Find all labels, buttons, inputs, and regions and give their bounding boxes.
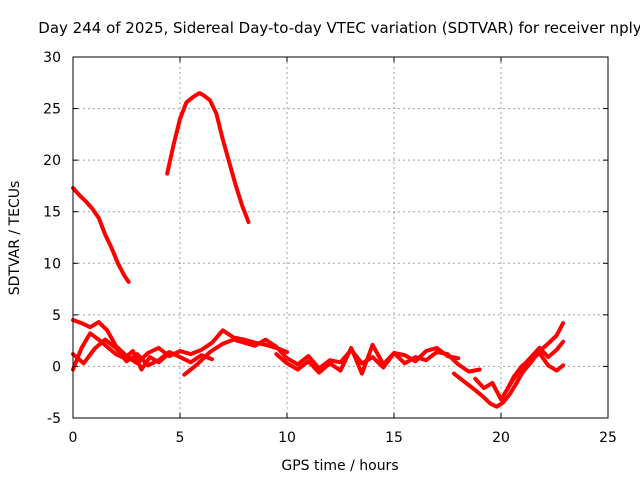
y-tick-label: 30 xyxy=(43,50,61,66)
series-layer xyxy=(71,91,566,409)
series-line-arc-J xyxy=(505,339,566,392)
series-line-arc-A xyxy=(71,186,131,284)
y-tick-label: 10 xyxy=(43,256,61,272)
y-tick-label: 15 xyxy=(43,205,61,221)
series-line-arc-G xyxy=(274,342,482,376)
series-line-arc-E xyxy=(71,331,170,372)
y-tick-label: -5 xyxy=(47,411,61,427)
y-tick-label: 0 xyxy=(52,359,61,375)
grid-layer xyxy=(73,57,608,418)
series-line-arc-D xyxy=(71,337,215,368)
x-tick-label: 25 xyxy=(599,430,617,446)
x-tick-label: 20 xyxy=(492,430,510,446)
x-axis-label: GPS time / hours xyxy=(281,458,398,474)
x-tick-label: 0 xyxy=(69,430,78,446)
x-tick-label: 5 xyxy=(176,430,185,446)
x-tick-label: 10 xyxy=(278,430,296,446)
plot-frame xyxy=(72,56,609,419)
series-line-arc-B xyxy=(165,91,251,224)
y-tick-label: 20 xyxy=(43,153,61,169)
chart-title: Day 244 of 2025, Sidereal Day-to-day VTE… xyxy=(38,19,640,37)
tick-layer: 0 5 10 15 20 25 -5 0 5 10 15 20 25 30 xyxy=(43,50,617,446)
x-tick-label: 15 xyxy=(385,430,403,446)
y-tick-label: 5 xyxy=(52,308,61,324)
y-tick-label: 25 xyxy=(43,102,61,118)
series-line-arc-H xyxy=(451,321,566,409)
y-axis-label: SDTVAR / TECUs xyxy=(7,181,23,296)
